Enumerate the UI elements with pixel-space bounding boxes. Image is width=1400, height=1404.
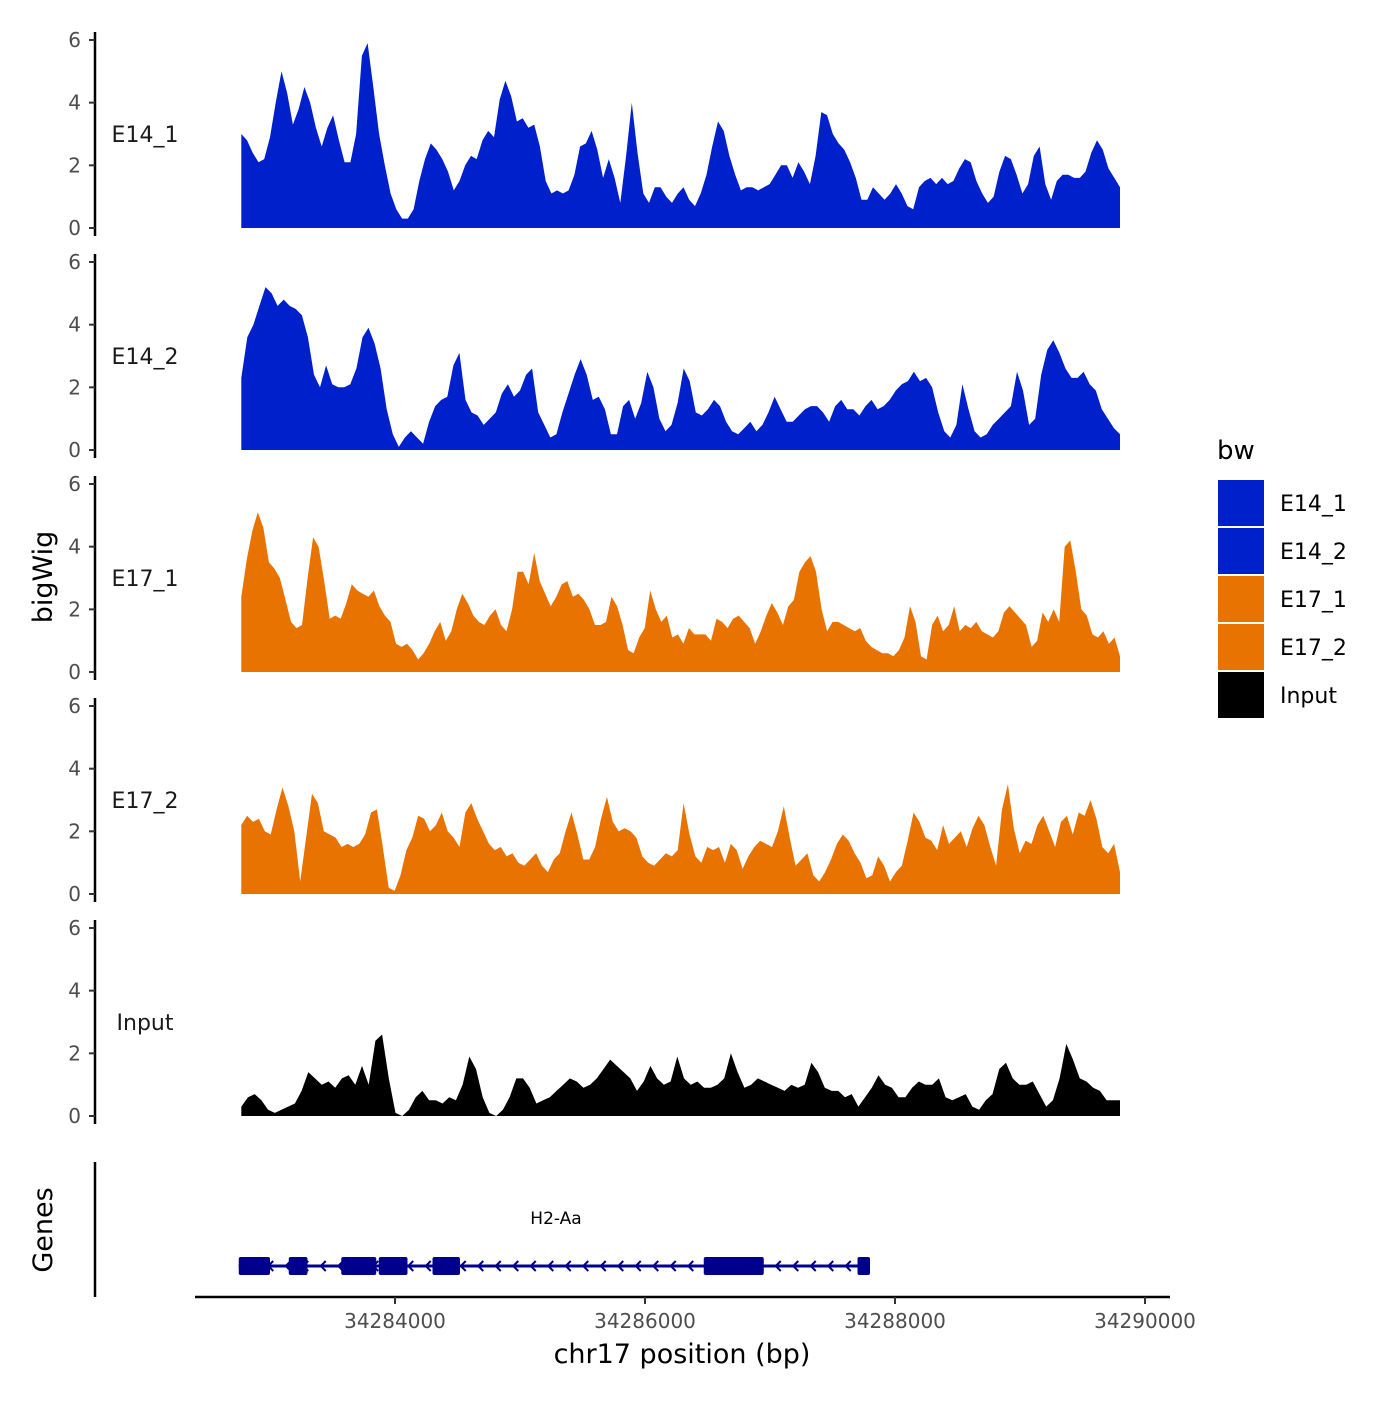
signal-area-Input [241, 1034, 1121, 1116]
x-axis: 34284000 34286000 34288000 34290000 [195, 1295, 1196, 1333]
legend-label-E14_1: E14_1 [1280, 492, 1347, 517]
track-label: E17_2 [112, 789, 179, 814]
y-tick-label: 0 [68, 882, 81, 906]
signal-area-E14_2 [241, 287, 1121, 450]
y-tick-label: 4 [68, 757, 81, 781]
y-tick-label: 2 [68, 153, 81, 177]
track-Input: 0 2 4 6 Input [68, 916, 1121, 1128]
genes-layer: H2-Aa [93, 1162, 870, 1297]
strand-chevron [459, 1260, 467, 1272]
gene-exon [703, 1257, 764, 1275]
gene-exon [378, 1257, 408, 1275]
strand-chevron [599, 1260, 607, 1272]
legend-label-Input: Input [1280, 684, 1337, 709]
genes-axis-title: Genes [28, 1187, 59, 1272]
y-tick-label: 2 [68, 597, 81, 621]
y-tick-label: 2 [68, 819, 81, 843]
signal-area-E14_1 [241, 43, 1121, 228]
y-tick-label: 4 [68, 979, 81, 1003]
track-E14_1: 0 2 4 6 E14_1 [68, 28, 1121, 240]
strand-chevron [494, 1260, 502, 1272]
strand-chevron [669, 1260, 677, 1272]
x-axis-title: chr17 position (bp) [554, 1339, 811, 1370]
y-tick-label: 4 [68, 91, 81, 115]
y-tick-label: 4 [68, 313, 81, 337]
track-label: E14_2 [112, 345, 179, 370]
strand-chevron [791, 1260, 799, 1272]
x-tick-label: 34286000 [594, 1309, 696, 1333]
legend-swatch-Input [1218, 672, 1264, 718]
strand-chevron [826, 1260, 834, 1272]
strand-chevron [616, 1260, 624, 1272]
gene-exon [288, 1257, 308, 1275]
strand-chevron [809, 1260, 817, 1272]
strand-chevron [564, 1260, 572, 1272]
gene-exon [238, 1257, 270, 1275]
y-tick-label: 2 [68, 1041, 81, 1065]
gene-model-H2-Aa: H2-Aa [238, 1209, 870, 1275]
y-tick-label: 6 [68, 694, 81, 718]
strand-chevron [686, 1260, 694, 1272]
strand-chevron [844, 1260, 852, 1272]
strand-chevron [651, 1260, 659, 1272]
strand-chevron [424, 1260, 432, 1272]
signal-area-E17_2 [241, 784, 1121, 894]
strand-chevron [581, 1260, 589, 1272]
strand-chevron [511, 1260, 519, 1272]
strand-chevron [406, 1260, 414, 1272]
legend-label-E14_2: E14_2 [1280, 540, 1347, 565]
y-tick-label: 6 [68, 916, 81, 940]
legend-label-E17_1: E17_1 [1280, 588, 1347, 613]
strand-chevron [319, 1260, 327, 1272]
y-tick-label: 2 [68, 375, 81, 399]
track-E17_1: 0 2 4 6 E17_1 [68, 472, 1121, 684]
legend-title: bw [1217, 436, 1255, 466]
track-E14_2: 0 2 4 6 E14_2 [68, 250, 1121, 462]
track-label: Input [117, 1011, 174, 1036]
y-tick-label: 4 [68, 535, 81, 559]
legend-swatch-E14_1 [1218, 480, 1264, 526]
legend-label-E17_2: E17_2 [1280, 636, 1347, 661]
legend: bw E14_1 E14_2 E17_1 E17_2 Input [1217, 436, 1347, 718]
strand-chevron [774, 1260, 782, 1272]
y-tick-label: 0 [68, 660, 81, 684]
strand-chevron [476, 1260, 484, 1272]
legend-swatch-E17_2 [1218, 624, 1264, 670]
y-tick-label: 0 [68, 1104, 81, 1128]
track-label: E14_1 [112, 123, 179, 148]
y-tick-label: 0 [68, 438, 81, 462]
y-tick-label: 0 [68, 216, 81, 240]
legend-swatch-E17_1 [1218, 576, 1264, 622]
y-tick-label: 6 [68, 250, 81, 274]
gene-exon [341, 1257, 377, 1275]
gene-label: H2-Aa [530, 1209, 581, 1229]
tracks-layer: 0 2 4 6 E14_1 0 2 4 6 E14_2 0 2 4 6 E17_1 0 2 4 6 E17_2 0 2 4 6… [68, 28, 1121, 1128]
gene-exon [432, 1257, 460, 1275]
signal-area-E17_1 [241, 512, 1121, 672]
y-axis-title: bigWig [28, 531, 59, 624]
strand-chevron [546, 1260, 554, 1272]
track-label: E17_1 [112, 567, 179, 592]
legend-swatch-E14_2 [1218, 528, 1264, 574]
y-tick-label: 6 [68, 28, 81, 52]
strand-chevron [529, 1260, 537, 1272]
track-E17_2: 0 2 4 6 E17_2 [68, 694, 1121, 906]
gene-exon [857, 1257, 870, 1275]
x-tick-label: 34288000 [844, 1309, 946, 1333]
strand-chevron [634, 1260, 642, 1272]
y-tick-label: 6 [68, 472, 81, 496]
x-tick-label: 34290000 [1094, 1309, 1196, 1333]
x-tick-label: 34284000 [344, 1309, 446, 1333]
